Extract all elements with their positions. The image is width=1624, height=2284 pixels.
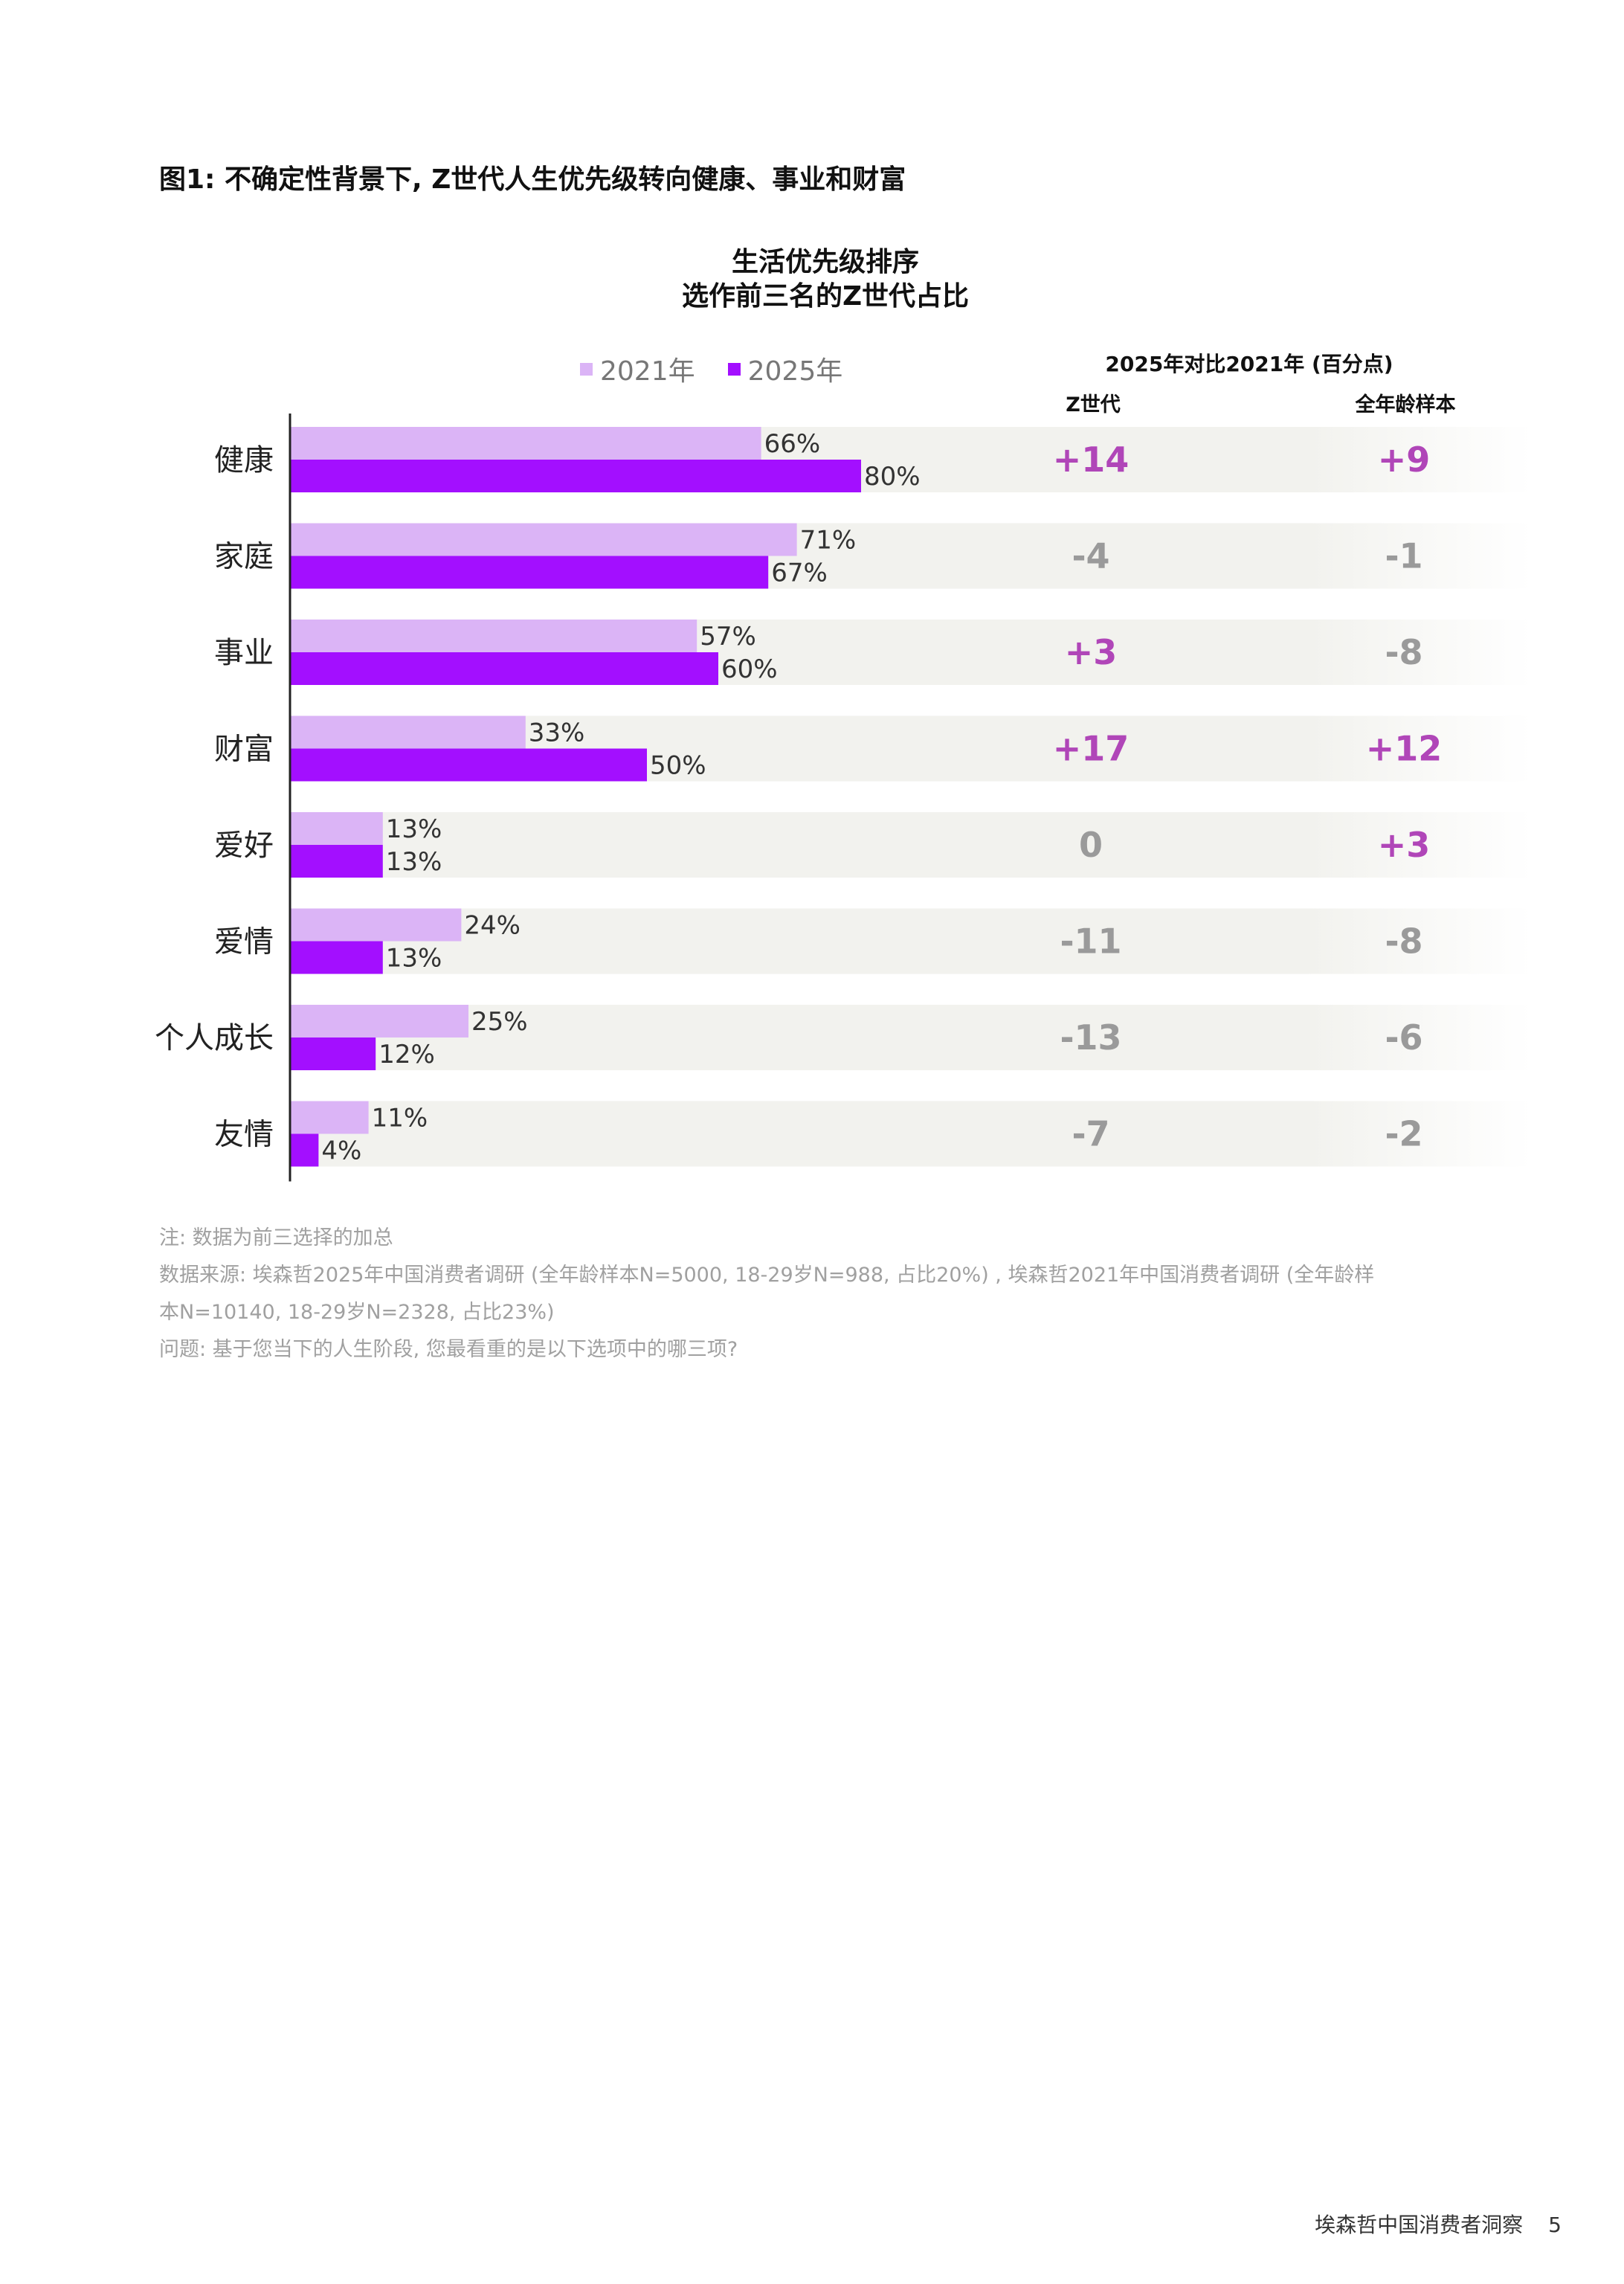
change-genz: -7 xyxy=(1072,1114,1109,1154)
change-all: +9 xyxy=(1378,440,1431,480)
bar-2021 xyxy=(290,908,462,942)
change-all: -8 xyxy=(1385,921,1422,962)
legend-swatch-2025 xyxy=(727,362,741,376)
note-line: 本N=10140, 18-29岁N=2328, 占比23%) xyxy=(159,1301,555,1324)
bar-2025 xyxy=(290,748,647,782)
change-genz: 0 xyxy=(1079,825,1103,865)
page-footer: 埃森哲中国消费者洞察 5 xyxy=(1315,2209,1562,2239)
bar-2025 xyxy=(290,845,383,878)
change-genz: +3 xyxy=(1065,632,1118,672)
change-all: -8 xyxy=(1385,632,1422,672)
bar-2021 xyxy=(290,812,383,845)
data-label: 24% xyxy=(464,911,521,941)
labels: 健康 66% 80% +14 +9 家庭 71% 67% -4 -1 事业 57%60% +3 -8 财富 3… xyxy=(155,429,1442,1166)
chart-title: 生活优先级排序 xyxy=(731,247,919,277)
bar-chart: 健康 66% 80% +14 +9 家庭 71% 67% -4 -1 事业 57%60% +3 -8 财富 3… xyxy=(155,414,1532,1182)
note-line: 数据来源: 埃森哲2025年中国消费者调研 (全年龄样本N=5000, 18-2… xyxy=(159,1264,1375,1287)
note-line: 问题: 基于您当下的人生阶段, 您最看重的是以下选项中的哪三项? xyxy=(159,1338,738,1361)
legend-label-2025: 2025年 xyxy=(747,356,843,387)
category-label: 爱情 xyxy=(214,925,274,959)
bar-2025 xyxy=(290,1038,376,1070)
data-label: 25% xyxy=(471,1007,528,1037)
category-label: 个人成长 xyxy=(155,1021,274,1055)
row-band xyxy=(290,1005,1532,1070)
change-genz: -13 xyxy=(1060,1017,1121,1058)
footer-publication: 埃森哲中国消费者洞察 xyxy=(1315,2213,1524,2237)
row-band xyxy=(290,908,1532,974)
data-label: 13% xyxy=(386,847,442,877)
bar-2025 xyxy=(290,556,769,589)
bars xyxy=(289,414,861,1182)
change-genz: +14 xyxy=(1053,440,1130,480)
bar-2021 xyxy=(290,427,761,460)
chart-legend: 2021年 2025年 xyxy=(580,350,875,388)
bar-2021 xyxy=(290,1101,369,1134)
legend-item-2021: 2021年 xyxy=(580,350,695,388)
bar-2025 xyxy=(290,652,718,685)
data-label: 60% xyxy=(721,654,778,684)
change-all: +3 xyxy=(1378,825,1431,865)
data-label: 50% xyxy=(650,751,706,781)
change-genz: -11 xyxy=(1060,921,1121,962)
change-all: +12 xyxy=(1366,729,1443,769)
note-line: 注: 数据为前三选择的加总 xyxy=(159,1226,393,1249)
bar-2021 xyxy=(290,1005,468,1038)
notes: 注: 数据为前三选择的加总 数据来源: 埃森哲2025年中国消费者调研 (全年龄… xyxy=(159,1220,1498,1368)
category-label: 健康 xyxy=(214,443,274,477)
comparison-col-genz: Z世代 xyxy=(1066,393,1121,416)
data-label: 12% xyxy=(378,1040,435,1069)
data-label: 67% xyxy=(771,559,828,588)
bar-2025 xyxy=(290,1133,319,1167)
bar-2021 xyxy=(290,620,697,652)
category-label: 爱好 xyxy=(214,829,274,863)
bar-2021 xyxy=(290,523,797,556)
category-label: 家庭 xyxy=(214,540,274,574)
data-label: 57% xyxy=(700,622,756,652)
legend-label-2021: 2021年 xyxy=(600,356,695,387)
legend-swatch-2021 xyxy=(580,362,593,376)
category-label: 财富 xyxy=(214,733,274,767)
data-label: 80% xyxy=(864,462,921,492)
data-label: 11% xyxy=(372,1104,428,1133)
bar-2025 xyxy=(290,941,383,974)
change-all: -1 xyxy=(1385,536,1422,576)
change-all: -6 xyxy=(1385,1017,1422,1058)
chart-subtitle: 选作前三名的Z世代占比 xyxy=(681,281,970,312)
comparison-col-all: 全年龄样本 xyxy=(1355,393,1456,416)
category-label: 友情 xyxy=(214,1118,274,1152)
data-label: 4% xyxy=(321,1136,361,1166)
bar-2021 xyxy=(290,715,526,749)
change-genz: -4 xyxy=(1072,536,1109,576)
page-number: 5 xyxy=(1548,2213,1562,2237)
comparison-title: 2025年对比2021年 (百分点) xyxy=(1105,352,1393,376)
change-all: -2 xyxy=(1385,1114,1422,1154)
category-label: 事业 xyxy=(214,636,274,670)
data-label: 71% xyxy=(800,526,857,556)
data-label: 33% xyxy=(529,718,585,748)
data-label: 66% xyxy=(764,429,821,459)
legend-item-2025: 2025年 xyxy=(727,350,843,388)
row-band xyxy=(290,812,1532,878)
figure-title: 图1: 不确定性背景下, Z世代人生优先级转向健康、事业和财富 xyxy=(159,164,906,195)
bar-2025 xyxy=(290,460,861,492)
row-band xyxy=(290,1101,1532,1167)
data-label: 13% xyxy=(386,944,442,974)
data-label: 13% xyxy=(386,814,442,844)
change-genz: +17 xyxy=(1053,729,1130,769)
